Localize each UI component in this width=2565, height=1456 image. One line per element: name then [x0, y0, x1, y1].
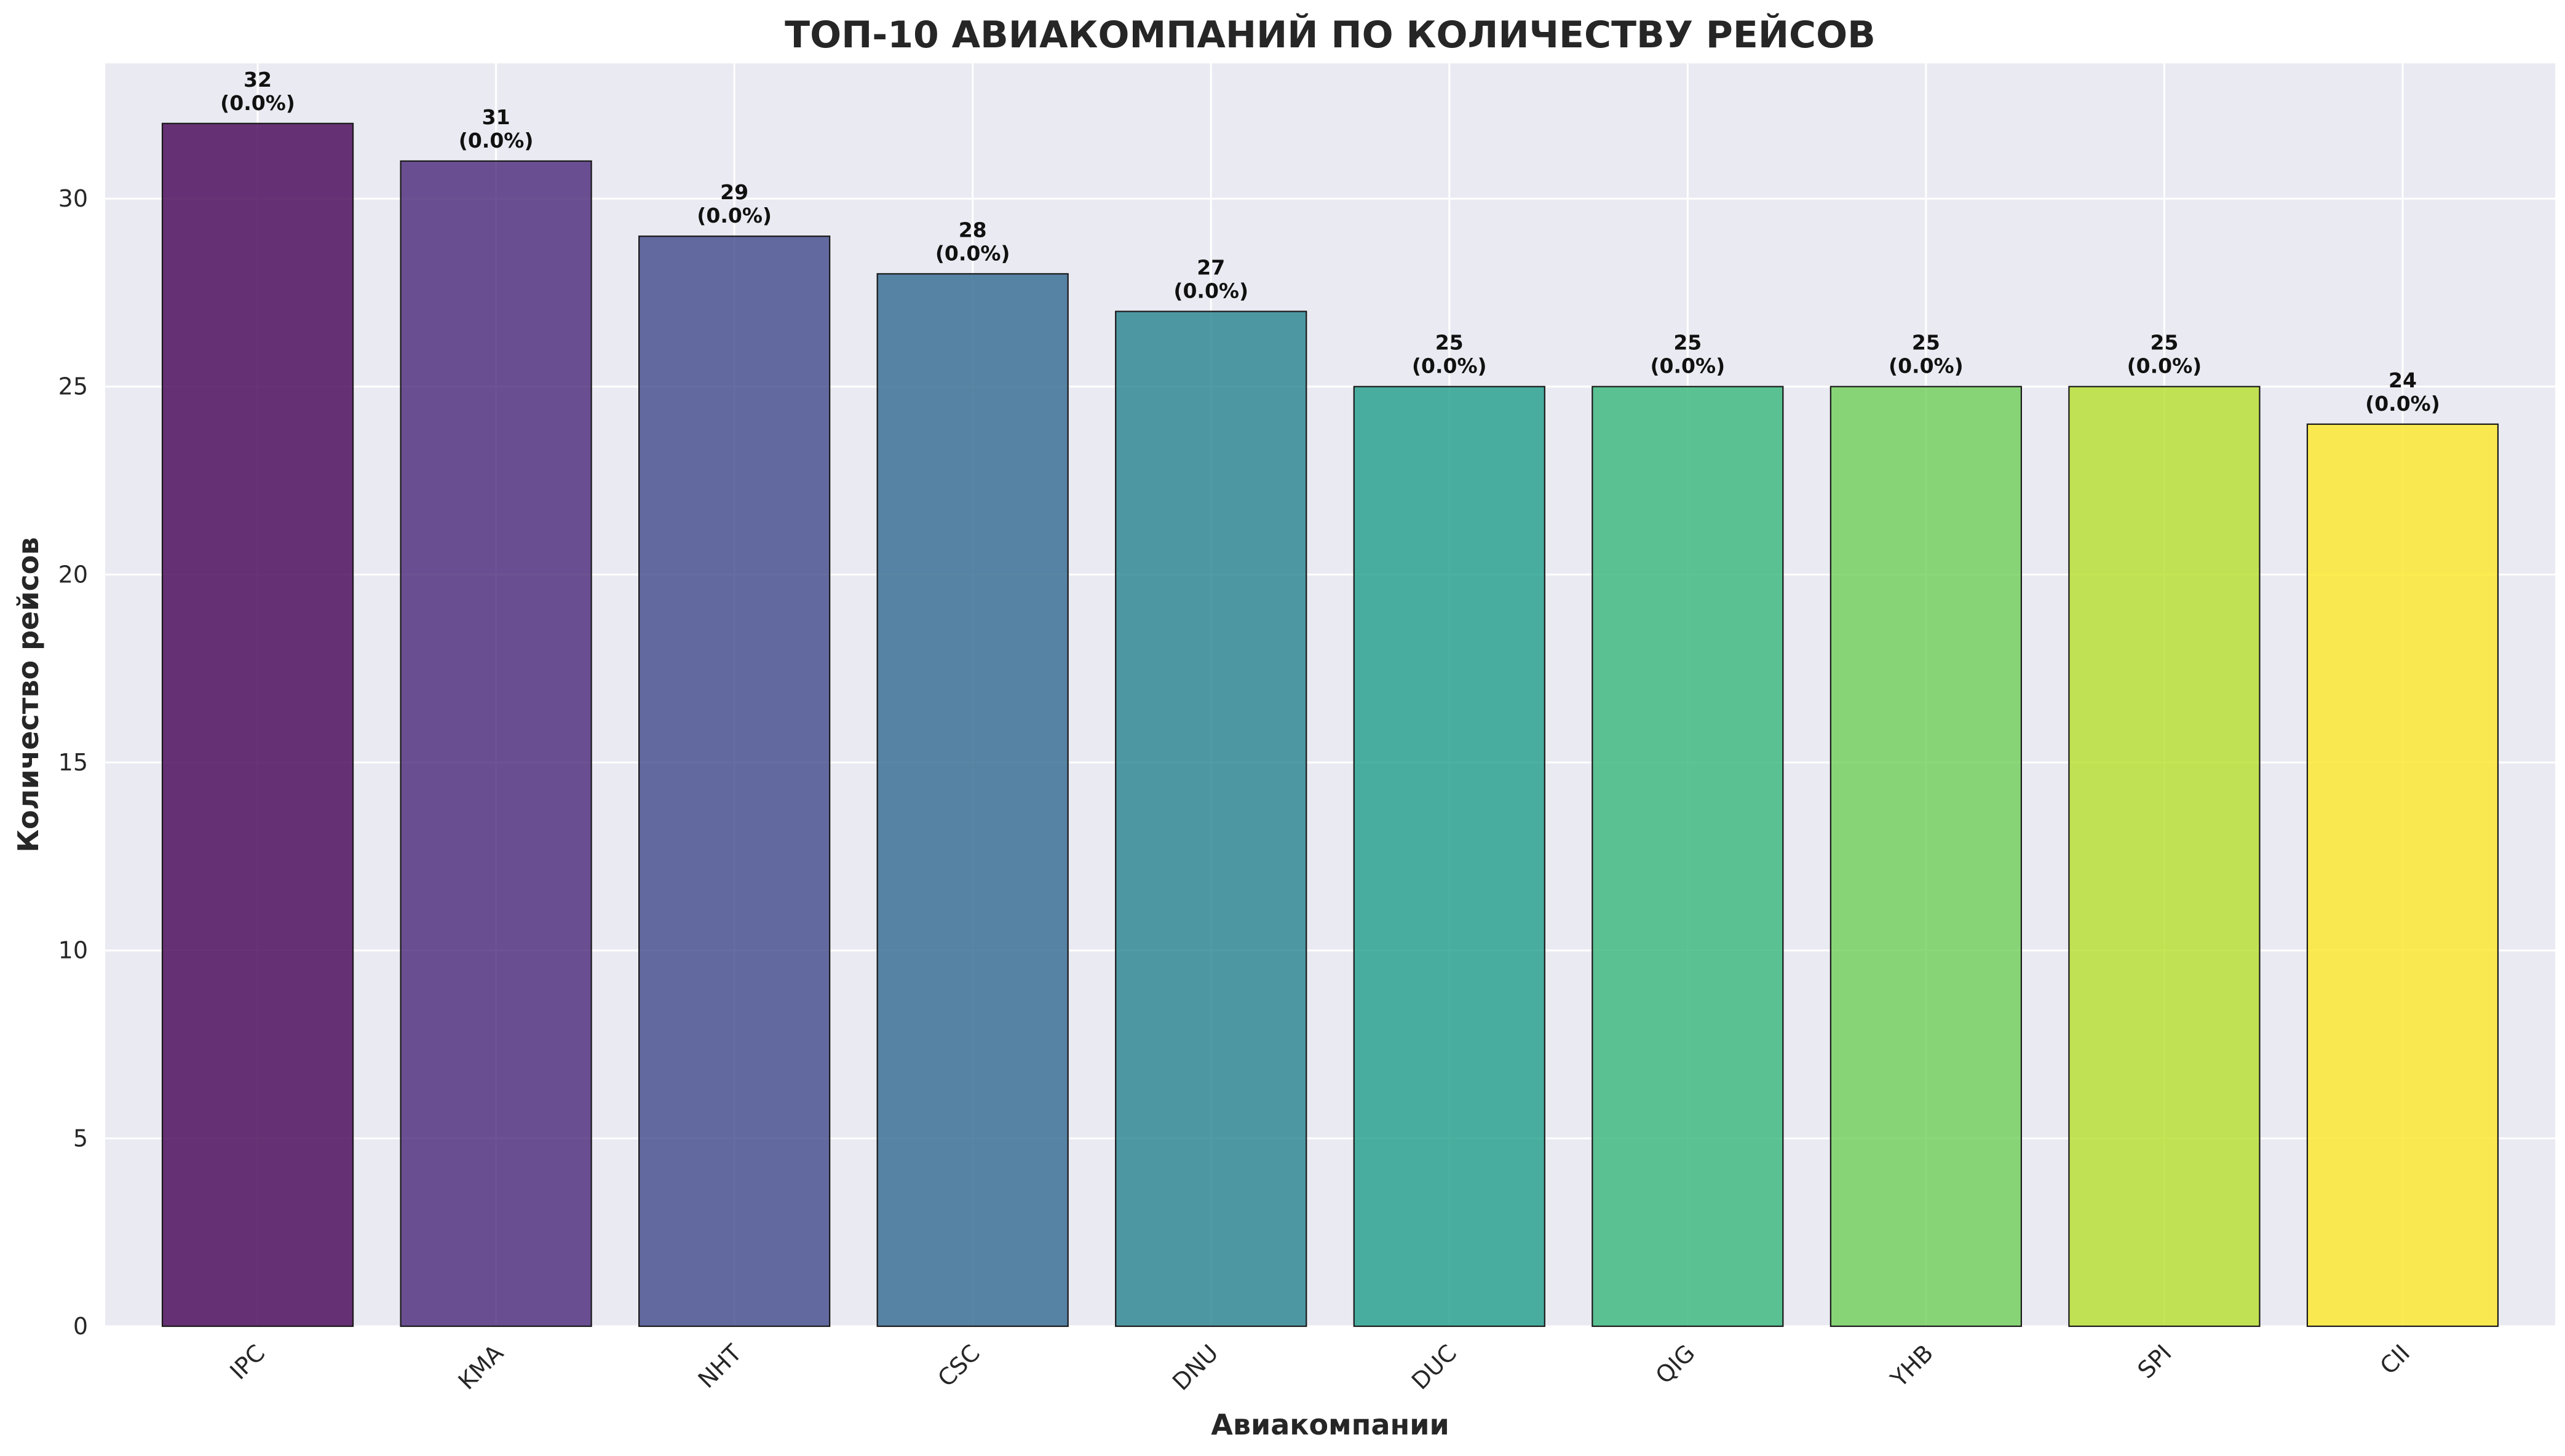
bar-value-label: 27: [1197, 255, 1225, 279]
bar-percent-label: (0.0%): [459, 129, 534, 152]
bar-value-label: 32: [244, 68, 272, 92]
bar-percent-label: (0.0%): [1650, 354, 1725, 378]
bar-value-label: 25: [1673, 331, 1702, 355]
y-tick-label: 20: [58, 561, 88, 588]
bar-spi: [2068, 386, 2261, 1327]
bar-value-label: 25: [2150, 331, 2178, 355]
bar-percent-label: (0.0%): [2365, 392, 2440, 416]
bar-ipc: [161, 122, 354, 1327]
bar-value-label: 25: [1912, 331, 1940, 355]
y-tick-label: 25: [58, 373, 88, 400]
bar-percent-label: (0.0%): [1173, 279, 1248, 303]
bar-percent-label: (0.0%): [220, 91, 295, 115]
x-axis-label: Авиакомпании: [1211, 1408, 1449, 1441]
y-tick-label: 30: [58, 185, 88, 212]
bar-value-label: 24: [2389, 368, 2417, 392]
bars: [161, 122, 2499, 1327]
bar-value-label: 29: [720, 180, 748, 204]
bar-nht: [638, 235, 831, 1327]
bar-kma: [400, 160, 592, 1327]
bar-percent-label: (0.0%): [1412, 354, 1487, 378]
bar-value-labels: 32(0.0%)31(0.0%)29(0.0%)28(0.0%)27(0.0%)…: [220, 68, 2440, 416]
bar-cii: [2306, 423, 2499, 1327]
bar-dnu: [1115, 311, 1307, 1327]
bar-percent-label: (0.0%): [935, 241, 1010, 265]
bar-duc: [1353, 386, 1545, 1327]
y-tick-label: 15: [58, 749, 88, 776]
y-axis-label: Количество рейсов: [12, 537, 45, 853]
bar-percent-label: (0.0%): [1889, 354, 1964, 378]
y-tick-label: 5: [73, 1125, 88, 1152]
bar-percent-label: (0.0%): [697, 204, 772, 228]
chart-title: ТОП-10 АВИАКОМПАНИЙ ПО КОЛИЧЕСТВУ РЕЙСОВ: [785, 12, 1876, 57]
y-tick-label: 0: [73, 1313, 88, 1340]
bar-csc: [876, 273, 1069, 1327]
y-axis-ticks: 0 5 10 15 20 25 30: [58, 185, 88, 1340]
bar-value-label: 28: [959, 218, 987, 242]
bar-yhb: [1830, 386, 2022, 1327]
bar-percent-label: (0.0%): [2127, 354, 2202, 378]
bar-value-label: 31: [482, 105, 510, 129]
bar-qig: [1592, 386, 1784, 1327]
bar-value-label: 25: [1435, 331, 1464, 355]
y-tick-label: 10: [58, 937, 88, 964]
